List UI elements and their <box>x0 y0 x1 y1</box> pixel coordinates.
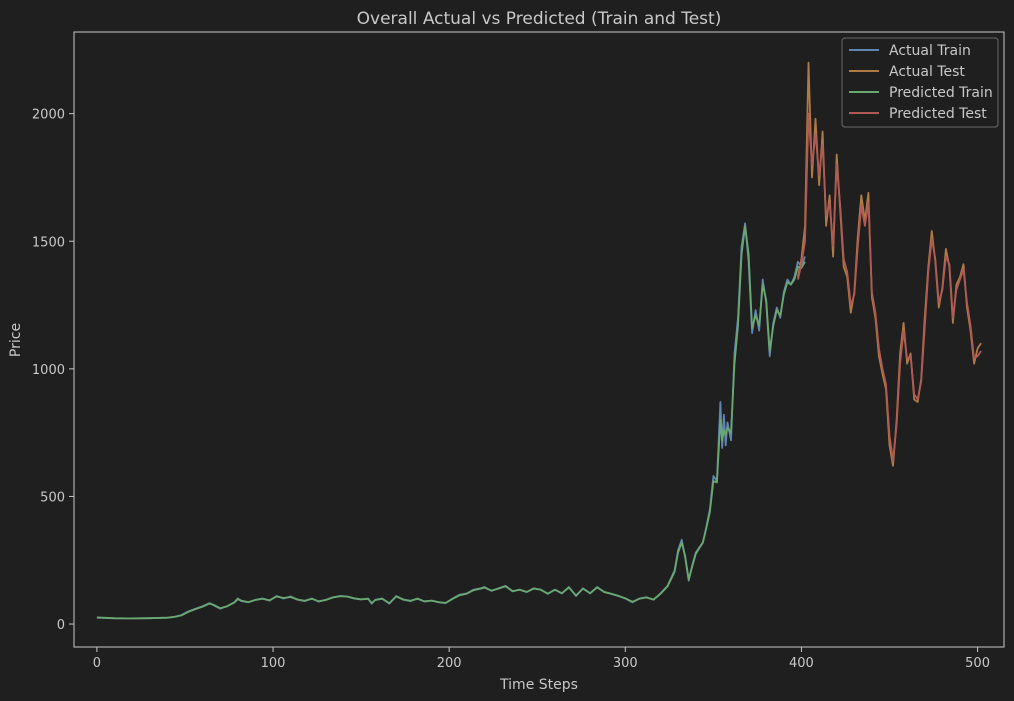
y-ticks: 0 500 1000 1500 2000 <box>32 108 74 633</box>
x-tick-label: 200 <box>437 656 462 671</box>
y-axis-label: Price <box>8 323 24 357</box>
chart-title: Overall Actual vs Predicted (Train and T… <box>357 9 722 29</box>
y-tick-label: 0 <box>57 618 65 633</box>
x-tick-label: 100 <box>261 656 286 671</box>
legend-box <box>841 37 999 128</box>
legend-label: Predicted Test <box>889 106 987 122</box>
x-tick-label: 500 <box>965 656 990 671</box>
y-tick-label: 1000 <box>32 363 65 378</box>
series-layer <box>96 61 982 620</box>
legend: Actual Train Actual Test Predicted Train Pr… <box>841 37 999 128</box>
y-tick-label: 2000 <box>32 108 65 123</box>
x-tick-label: 0 <box>93 656 101 671</box>
legend-label: Actual Train <box>889 43 971 59</box>
series-line-predicted-test <box>797 112 982 462</box>
x-axis-label: Time Steps <box>499 677 578 693</box>
x-ticks: 0 100 200 300 400 500 <box>93 647 990 671</box>
x-tick-label: 300 <box>613 656 638 671</box>
plot-background <box>73 31 1005 648</box>
series-line-predicted-train <box>96 224 806 620</box>
y-tick-label: 500 <box>40 490 65 505</box>
legend-label: Actual Test <box>889 64 965 80</box>
legend-label: Predicted Train <box>889 85 993 101</box>
y-tick-label: 1500 <box>32 235 65 250</box>
x-tick-label: 400 <box>789 656 814 671</box>
